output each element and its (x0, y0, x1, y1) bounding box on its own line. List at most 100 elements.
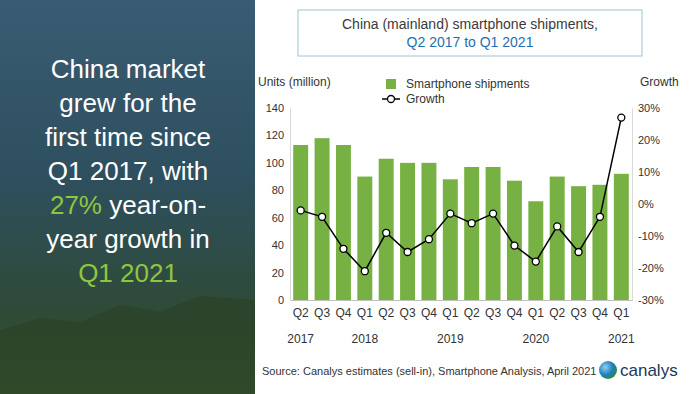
growth-marker (490, 210, 497, 217)
y2-tick: -30% (632, 294, 664, 306)
y-tick-label: 120 (266, 129, 284, 141)
x-tick: Q3 (400, 300, 416, 320)
y2-tick: 0% (632, 198, 654, 210)
x-group-label: 2019 (437, 332, 464, 346)
x-tick: Q3 (485, 300, 501, 320)
legend-item: Smartphone shipments (386, 77, 529, 91)
bar (486, 167, 501, 300)
y2-tick-label: -20% (638, 262, 664, 274)
bar (336, 145, 351, 300)
x-tick: Q2 (464, 300, 480, 320)
x-tick-label: Q2 (549, 306, 565, 320)
y2-tick: 30% (632, 102, 660, 114)
growth-line (301, 118, 622, 272)
y2-tick-label: 0% (638, 198, 654, 210)
side-panel-hills (0, 296, 255, 394)
bar (507, 181, 522, 300)
legend-swatch (386, 79, 396, 89)
x-axis-line (291, 300, 633, 301)
x-tick: Q3 (571, 300, 587, 320)
x-tick: Q4 (421, 300, 437, 320)
headline-line: Q1 2021 (78, 258, 178, 288)
headline-line: Q1 2017, with (48, 156, 208, 186)
x-tick-label: Q4 (506, 306, 522, 320)
x-tick-label: Q2 (464, 306, 480, 320)
growth-marker (319, 213, 326, 220)
bar (443, 179, 458, 300)
headline-segment: 27% (50, 190, 102, 220)
bar (464, 167, 479, 300)
x-group-label: 2021 (608, 332, 635, 346)
headline-line: year growth in (46, 224, 209, 254)
x-tick: Q1 2020 (522, 300, 549, 346)
headline-segment: China market (51, 54, 206, 84)
headline-segment: first time since (45, 122, 211, 152)
y2-tick-label: 20% (638, 134, 660, 146)
growth-marker (554, 223, 561, 230)
bar (315, 138, 330, 300)
growth-marker (447, 210, 454, 217)
y-tick-label: 60 (272, 212, 284, 224)
growth-marker (361, 268, 368, 275)
growth-marker (425, 236, 432, 243)
y-tick-label: 100 (266, 157, 284, 169)
bar (400, 163, 415, 300)
x-tick-label: Q1 (528, 306, 544, 320)
headline-segment: year-on- (102, 190, 206, 220)
y-tick: 120 (266, 129, 290, 141)
x-tick: Q1 2019 (437, 300, 464, 346)
bar (614, 174, 629, 300)
bar (550, 177, 565, 300)
y2-tick-label: -10% (638, 230, 664, 242)
x-tick-label: Q1 (357, 306, 373, 320)
legend: Smartphone shipmentsGrowth (382, 77, 529, 106)
y2-tick-label: 30% (638, 102, 660, 114)
x-tick: Q4 (335, 300, 351, 320)
bar (528, 201, 543, 300)
x-tick-label: Q2 (378, 306, 394, 320)
growth-marker (511, 242, 518, 249)
x-tick-label: Q3 (485, 306, 501, 320)
growth-marker (404, 249, 411, 256)
x-tick-label: Q3 (571, 306, 587, 320)
y-tick: 140 (266, 102, 290, 114)
y-tick: 100 (266, 157, 290, 169)
y2-tick: 20% (632, 134, 660, 146)
growth-marker (383, 229, 390, 236)
y2-tick: 10% (632, 166, 660, 178)
x-axis: Q22017Q3Q4Q12018Q2Q3Q4Q12019Q2Q3Q4Q12020… (287, 300, 635, 346)
y-tick: 20 (272, 267, 290, 279)
y2-tick: -20% (632, 262, 664, 274)
x-tick-label: Q1 (442, 306, 458, 320)
y-tick-label: 80 (272, 184, 284, 196)
y-tick-label: 140 (266, 102, 284, 114)
x-tick: Q2 (378, 300, 394, 320)
legend-marker (388, 96, 395, 103)
x-tick-label: Q4 (592, 306, 608, 320)
y2-tick-label: -30% (638, 294, 664, 306)
y2-tick-label: 10% (638, 166, 660, 178)
growth-marker (596, 213, 603, 220)
growth-marker (532, 258, 539, 265)
headline-line: first time since (45, 122, 211, 152)
x-tick-label: Q2 (293, 306, 309, 320)
x-group-label: 2017 (287, 332, 314, 346)
headline-segment: grew for the (59, 88, 196, 118)
y-tick-label: 40 (272, 239, 284, 251)
y-tick-label: 0 (278, 294, 284, 306)
headline-line: grew for the (59, 88, 196, 118)
y-tick: 60 (272, 212, 290, 224)
bar (379, 159, 394, 300)
x-group-label: 2020 (522, 332, 549, 346)
y-tick-label: 20 (272, 267, 284, 279)
x-tick: Q2 2017 (287, 300, 314, 346)
subtitle: Q2 2017 to Q1 2021 (407, 34, 534, 50)
y-tick: 0 (278, 294, 290, 306)
y2-tick: -10% (632, 230, 664, 242)
y-axis-title: Units (million) (258, 75, 331, 89)
growth-marker (575, 249, 582, 256)
source: Source: Canalys estimates (sell-in), Sma… (262, 365, 596, 377)
x-tick-label: Q4 (335, 306, 351, 320)
growth-marker (297, 207, 304, 214)
x-tick: Q4 (592, 300, 608, 320)
